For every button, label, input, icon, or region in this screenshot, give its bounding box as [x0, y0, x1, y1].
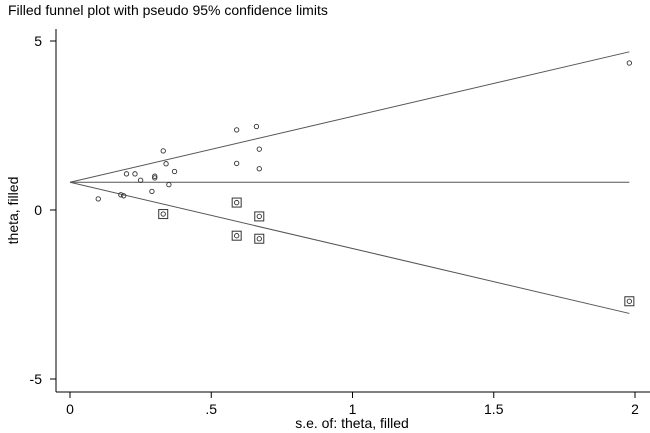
y-tick-label: 0	[34, 202, 42, 218]
study-point	[256, 146, 262, 152]
chart-title: Filled funnel plot with pseudo 95% confi…	[8, 2, 328, 18]
data-points	[95, 60, 635, 307]
study-point	[149, 188, 155, 195]
study-point	[234, 127, 240, 133]
filled-study-marker	[624, 296, 635, 307]
study-point	[256, 236, 262, 242]
study-point	[118, 192, 124, 198]
study-point	[123, 171, 130, 177]
x-tick-label: .5	[205, 401, 217, 417]
study-point	[234, 199, 240, 206]
study-point	[121, 193, 127, 199]
x-tick-label: 0	[66, 401, 74, 417]
lower-confidence-limit	[69, 181, 630, 314]
x-tick-label: 1	[349, 401, 357, 417]
filled-study-marker	[231, 197, 242, 208]
study-point	[160, 148, 166, 154]
x-axis-title: s.e. of: theta, filled	[295, 415, 409, 431]
study-point	[166, 181, 172, 188]
study-point	[626, 60, 632, 66]
filled-study-marker	[254, 211, 265, 222]
filled-study-marker	[254, 233, 265, 244]
study-point	[132, 171, 138, 177]
y-tick-label: 5	[34, 33, 42, 49]
study-point	[253, 123, 260, 130]
filled-study-marker	[231, 230, 242, 241]
study-point	[256, 166, 262, 172]
study-point	[171, 168, 178, 175]
axes: -5 0 5 0 .5 1 1.5 2	[30, 29, 650, 417]
study-point	[234, 233, 240, 239]
upper-confidence-limit	[69, 51, 630, 183]
study-point	[160, 211, 166, 217]
study-point	[163, 161, 169, 167]
study-point	[256, 213, 262, 220]
study-point	[234, 160, 240, 167]
study-point	[95, 196, 101, 202]
y-axis-title: theta, filled	[5, 177, 21, 245]
x-tick-label: 2	[631, 401, 639, 417]
study-point	[152, 173, 158, 179]
filled-study-marker	[158, 209, 169, 220]
x-tick-label: 1.5	[484, 401, 504, 417]
study-point	[137, 177, 144, 183]
y-tick-label: -5	[30, 371, 43, 387]
funnel-lines	[69, 51, 630, 314]
study-point	[626, 298, 632, 304]
study-point	[152, 175, 158, 181]
